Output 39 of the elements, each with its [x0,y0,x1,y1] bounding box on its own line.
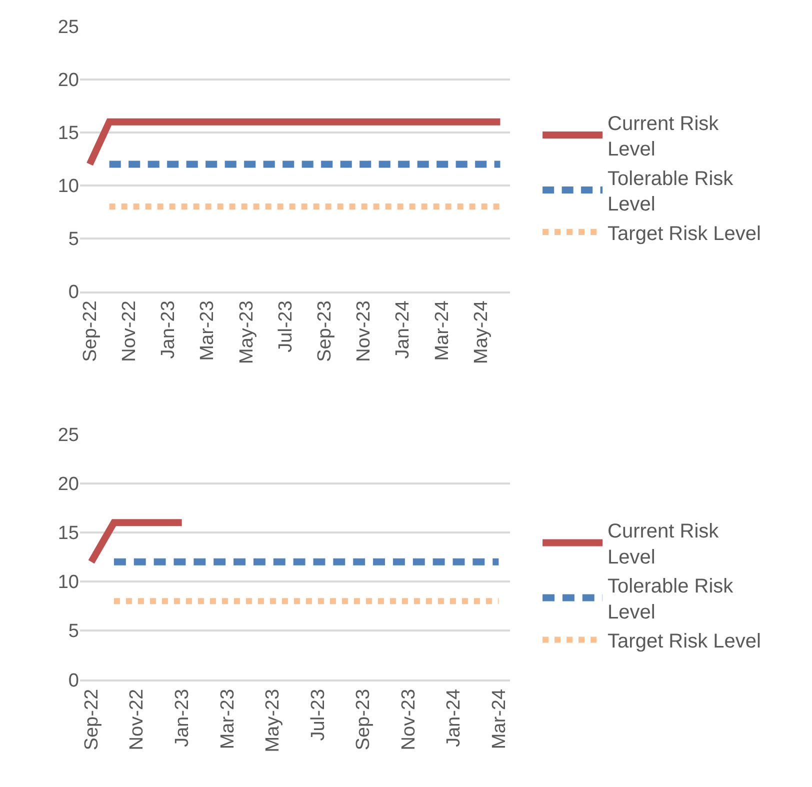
x-tick-label: Sep-22 [80,300,101,362]
y-tick-label: 15 [58,123,79,144]
legend-label: Tolerable Risk Level [608,576,734,624]
x-tick-label: Jul-23 [275,300,296,352]
x-tick-label: Nov-23 [398,688,420,750]
x-tick-label: Sep-23 [353,688,374,750]
y-tick-label: 15 [58,523,79,544]
x-tick-label: Jul-23 [308,688,329,741]
y-tick-label: 10 [58,572,79,594]
x-tick-label: Sep-22 [81,688,102,750]
y-tick-label: 0 [68,282,79,303]
x-tick-label: Nov-22 [119,300,140,362]
legend-label: Current Risk Level [608,112,720,161]
x-tick-label: Nov-23 [354,300,375,362]
legend-label: Target Risk Level [608,222,761,245]
x-tick-label: Jan-23 [172,688,194,748]
x-tick-label: Mar-24 [432,300,453,361]
legend-label: Target Risk Level [608,630,761,653]
y-tick-label: 20 [58,70,79,92]
y-tick-label: 25 [58,17,79,38]
y-tick-label: 25 [58,424,79,446]
y-tick-label: 0 [68,670,79,692]
x-tick-label: May-24 [470,300,492,364]
x-tick-label: Mar-23 [197,300,218,361]
x-tick-label: Jan-23 [158,300,180,359]
y-tick-label: 5 [68,228,79,250]
x-tick-label: Mar-24 [488,688,510,750]
y-tick-label: 20 [58,474,79,496]
y-tick-label: 10 [58,176,79,198]
x-tick-label: May-23 [236,300,258,364]
y-tick-label: 5 [68,621,79,642]
x-tick-label: Jan-24 [444,688,465,748]
legend-label: Tolerable Risk Level [608,168,734,216]
x-tick-label: Jan-24 [392,300,414,359]
x-tick-label: Mar-23 [217,688,238,750]
legend-label: Current Risk Level [608,520,720,569]
x-tick-label: Sep-23 [314,300,336,362]
x-tick-label: Nov-22 [126,688,148,750]
x-tick-label: May-23 [262,688,284,752]
